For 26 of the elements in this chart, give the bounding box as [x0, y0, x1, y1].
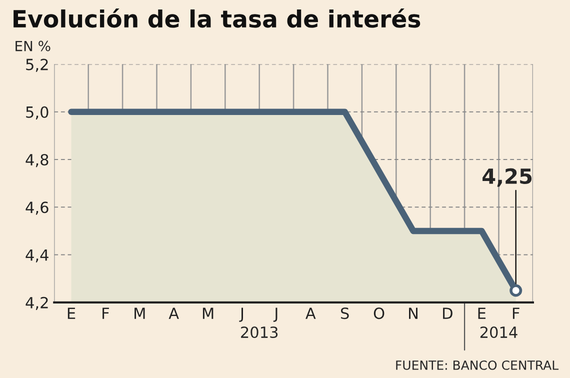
text: 2014: [480, 326, 518, 338]
x-tick-label: S: [341, 308, 349, 320]
x-tick-label: M: [134, 308, 145, 319]
source-note: FUENTE: BANCO CENTRAL: [396, 360, 559, 370]
x-tick-label: J: [239, 308, 243, 322]
x-tick-label: A: [306, 308, 316, 319]
y-tick-label: 4,6: [26, 202, 48, 215]
x-tick-label: E: [68, 308, 76, 319]
x-tick-label: A: [168, 308, 179, 319]
x-tick-label: D: [443, 308, 452, 319]
y-axis-title: EN %: [16, 40, 50, 52]
x-tick-label: O: [374, 308, 384, 320]
y-tick-label: 5,2: [26, 58, 48, 72]
x-tick-label: E: [478, 308, 486, 319]
y-tick-label: 4,8: [26, 154, 48, 168]
x-tick-label: J: [273, 308, 278, 322]
x-tick-label: F: [512, 308, 520, 319]
text: 2013: [241, 326, 278, 338]
data-label: 4,25: [482, 168, 532, 187]
x-tick-label: F: [102, 308, 109, 319]
x-tick-label: N: [409, 308, 418, 319]
y-tick-label: 5,0: [26, 106, 48, 120]
x-tick-label: M: [202, 308, 214, 319]
y-tick-label: 4,4: [26, 249, 48, 262]
chart-title: Evolución de la tasa de interés: [14, 8, 420, 28]
y-tick-label: 4,2: [26, 296, 48, 310]
